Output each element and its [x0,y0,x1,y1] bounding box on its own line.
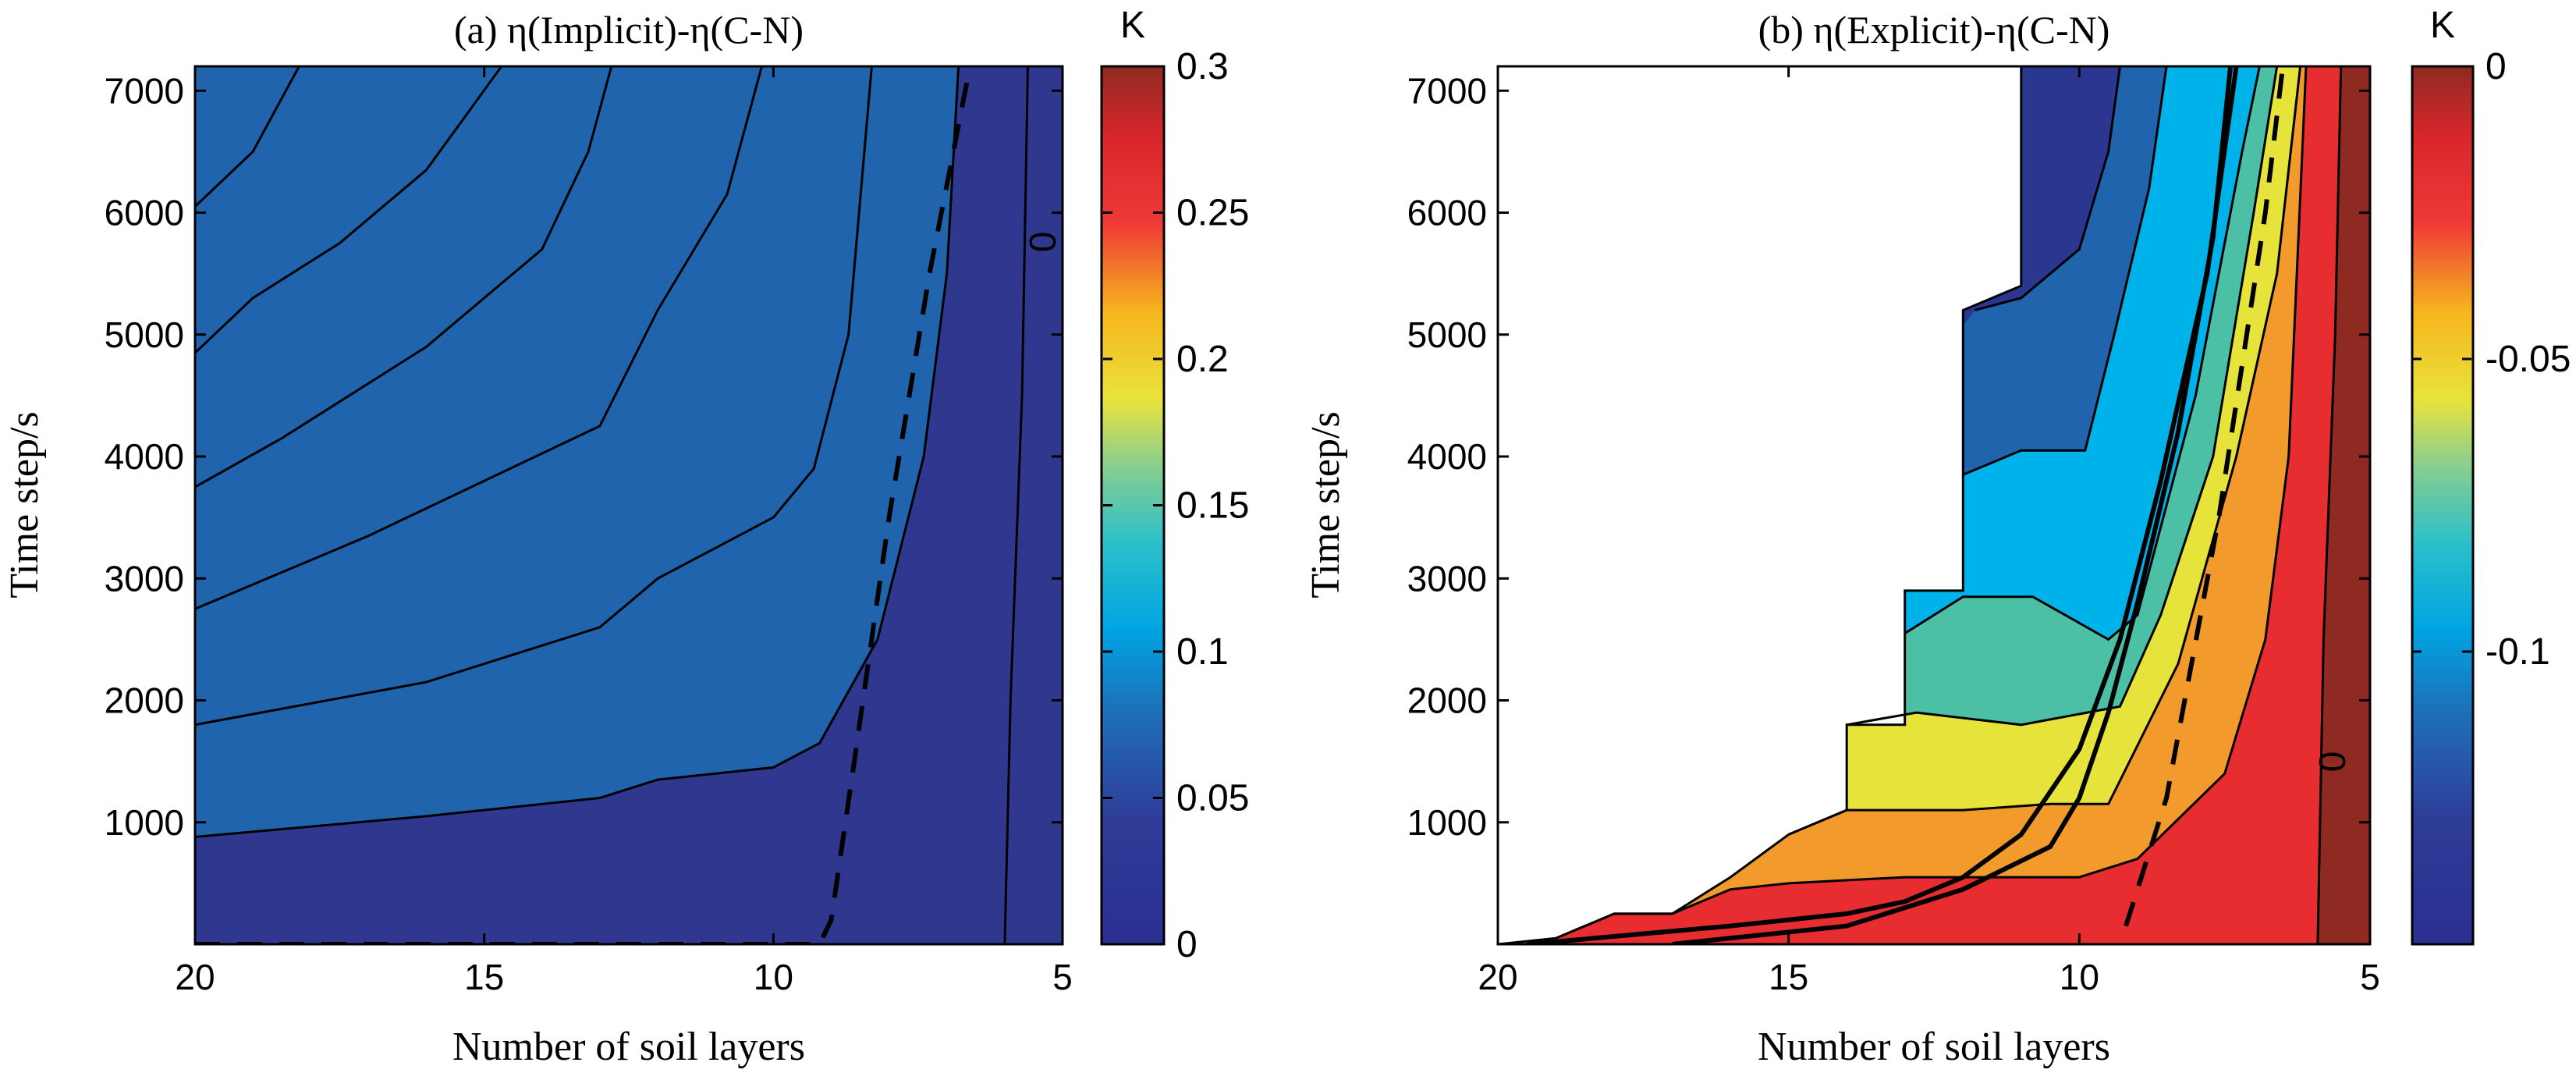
panel-b-x-tick-label: 5 [2360,957,2380,997]
panel-a-contour-2 [195,66,613,489]
panel-b-x-tick-label: 10 [2060,957,2099,997]
panel-b-colorbar-tick-label: 0 [2486,46,2507,87]
panel-a-band-6 [1004,66,1063,944]
panel-b-x-tick-label: 20 [1478,957,1517,997]
panel-b-colorbar-tick-label: -0.1 [2486,631,2550,673]
panel-b-y-tick-label: 5000 [1407,314,1487,355]
panel-b-region-boundary [1498,66,2023,944]
panel-a-colorbar-tick-label: 0.25 [1176,193,1249,234]
panel-b-colorbar: K 0 -0.05 -0.1 [2411,5,2571,946]
panel-a-colorbar-tick-label: 0.05 [1176,778,1249,819]
panel-a-y-tick-label: 3000 [105,558,184,599]
panel-b-colorbar-ticks: 0 -0.05 -0.1 [2412,46,2571,673]
panel-a-colorbar-tick-label: 0.15 [1176,485,1249,527]
panel-a-colorbar-tick-label: 0.3 [1176,46,1229,87]
panel-a-contour-annotation: 0 [1023,232,1064,253]
panel-b-y-tick-label: 4000 [1407,436,1487,477]
panel-b: (b) η(Explicit)-η(C-N) 20 15 10 5 1000 2000 30… [1304,5,2571,1069]
panel-a-colorbar-tick-label: 0.1 [1176,631,1229,673]
panel-a-bands [195,66,1063,944]
panel-b-band-5 [1498,66,2370,944]
panel-a-contours [195,66,1029,944]
panel-a-x-label: Number of soil layers [452,1025,805,1069]
panel-b-colorbar-scale [2411,65,2475,946]
panel-a-band-5 [195,66,959,837]
panel-a-y-label: Time step/s [2,411,47,598]
panel-a-zero-contour [195,66,973,944]
panel-b-axes-frame [1496,65,2372,946]
panel-b-contour-4 [1846,66,2279,727]
panel-a-title: (a) η(Implicit)-η(C-N) [454,8,804,52]
panel-b-band-6 [1498,66,2370,944]
panel-a-y-tick-label: 2000 [105,680,184,721]
panel-b-contours [1498,66,2343,944]
panel-a-plot-area [195,66,1063,944]
panel-a-contour-6 [1003,66,1029,944]
panel-a-y-tick-label: 5000 [105,314,184,355]
panel-b-x-tick-label: 15 [1769,957,1808,997]
panel-a-colorbar-tick-label: 0.2 [1176,339,1229,380]
panel-a-y-tick-label: 6000 [105,193,184,233]
panel-a-contour-0 [195,66,300,208]
panel-b-plot-area [1498,66,2370,944]
panel-a-contour-5 [195,66,960,838]
panel-a-x-tick-label: 20 [175,957,215,997]
panel-a-y-tick-label: 7000 [105,70,184,111]
panel-a-y-tick-label: 1000 [105,802,184,843]
panel-b-zero-contour [2124,66,2286,927]
panel-a-colorbar-tick-label: 0 [1176,924,1198,965]
panel-a-colorbar: K 0 0.05 0.1 0.15 0.2 0.25 0.3 [1100,5,1249,965]
panel-a-x-tick-label: 15 [464,957,504,997]
panel-a-x-tick-label: 5 [1052,957,1073,997]
panel-a-contour-3 [195,66,763,610]
panel-b-y-label: Time step/s [1304,411,1348,598]
panel-a-colorbar-ticks: 0 0.05 0.1 0.15 0.2 0.25 0.3 [1103,46,1249,965]
panel-b-y-tick-label: 2000 [1407,680,1487,721]
panel-b-y-tick-label: 3000 [1407,558,1487,599]
panel-b-contour-5 [1788,66,2302,836]
panel-b-contour-7 [2316,66,2343,944]
panel-a-contour-4 [195,66,873,727]
panel-b-y-tick-label: 7000 [1407,70,1487,111]
panel-b-colorbar-tick-label: -0.05 [2486,339,2571,380]
panel-b-ticks: 20 15 10 5 1000 2000 3000 4000 5000 6000 7000 [1407,66,2380,997]
panel-a-y-tick-label: 4000 [105,436,184,477]
panel-b-band-7 [2317,66,2370,944]
panel-a-x-tick-label: 10 [754,957,793,997]
panel-a-ticks: 20 15 10 5 1000 2000 3000 4000 5000 6000 7000 [105,66,1073,997]
panel-b-y-tick-label: 1000 [1407,802,1487,843]
panel-b-y-tick-label: 6000 [1407,193,1487,233]
panel-b-contour-2 [1962,66,2168,476]
panel-b-colorbar-unit: K [2430,5,2455,46]
panel-b-bands [1498,66,2370,944]
panel-b-bold-contour-0 [1527,66,2239,944]
panel-b-contour-1 [1974,66,2121,311]
panel-a-axes-frame [193,65,1064,946]
panel-a: (a) η(Implicit)-η(C-N) 20 15 10 5 1000 2000 30… [2,5,1249,1069]
panel-b-title: (b) η(Explicit)-η(C-N) [1758,8,2110,52]
panel-b-bold-contour-1 [1672,66,2234,944]
panel-b-x-label: Number of soil layers [1758,1025,2110,1069]
panel-a-contour-1 [195,66,503,354]
panel-b-contour-annotation: 0 [2312,751,2354,773]
panel-a-colorbar-unit: K [1120,5,1145,46]
